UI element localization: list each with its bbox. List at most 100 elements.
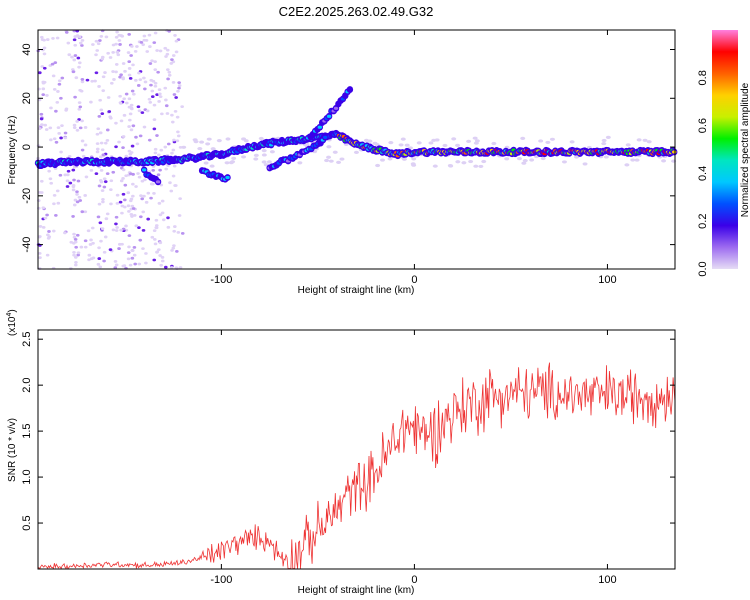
speckle [353,150,359,154]
speckle [79,89,84,93]
speckle [45,253,50,257]
speckle [136,84,141,87]
speckle [224,161,230,165]
speckle [73,255,78,259]
speckle [151,79,156,83]
colorbar-tick-label: 0.2 [697,214,709,229]
ridge-point [343,94,348,98]
speckle [72,235,77,239]
speckle [203,161,209,165]
speckle [120,211,124,215]
speckle [76,251,81,255]
speckle [52,137,57,141]
speckle [124,92,129,96]
spectrogram-ridges [34,86,678,186]
speckle [80,38,85,42]
speckle [74,76,79,80]
speckle [110,81,114,85]
speckle [41,87,46,91]
speckle [158,49,163,53]
speckle [126,257,131,261]
speckle [261,153,267,157]
speckle [624,163,630,167]
speckle [78,126,83,130]
speckle [150,89,155,93]
speckle [97,246,101,250]
snr-frame [37,329,676,570]
speckle [142,76,146,80]
speckle [103,141,108,145]
speckle [97,257,102,260]
speckle [129,172,133,176]
speckle [109,188,113,192]
speckle [39,117,44,121]
speckle [100,148,105,152]
speckle [119,34,124,37]
speckle [103,71,107,74]
speckle [172,93,177,96]
speckle [60,76,65,80]
speckle [131,207,136,210]
speckle [642,138,648,142]
speckle [146,217,150,221]
speckle [157,88,162,91]
spectrogram-y-label: Frequency (Hz) [7,116,18,185]
speckle [157,248,161,252]
speckle [164,104,169,108]
speckle [136,105,141,109]
speckle [197,146,203,151]
speckle [63,136,68,140]
speckle [153,31,158,35]
speckle [455,160,461,164]
speckle [65,179,70,183]
speckle [143,87,147,91]
speckle [59,150,63,154]
speckle [137,226,141,230]
ridge-point [317,125,323,129]
snr-series-line [37,362,676,570]
speckle [601,138,607,143]
speckle [129,128,134,132]
spectrogram-x-ticks: -100 0 100 [210,30,617,286]
speckle [52,229,56,233]
speckle [99,141,104,145]
speckle [129,151,134,154]
snr-panel: -100 0 100 0.5 1.0 1.5 2.0 2.5 Height of strai… [6,309,676,596]
speckle [367,139,373,143]
speckle [159,183,164,187]
speckle [127,33,131,36]
colorbar-gradient [712,30,738,269]
y-tick-label: 2.5 [21,332,33,347]
speckle [166,225,171,229]
speckle [81,154,86,158]
speckle [540,156,546,161]
speckle [193,140,199,144]
speckle [173,109,178,113]
speckle [171,81,176,84]
speckle [126,251,131,255]
speckle [102,185,107,189]
speckle [54,213,58,217]
speckle [153,84,158,88]
speckle [114,229,119,232]
speckle [521,161,527,165]
speckle [55,189,60,193]
speckle [258,136,264,141]
speckle [93,79,97,83]
speckle [160,112,164,116]
speckle [148,62,153,65]
speckle [63,231,67,235]
speckle [169,62,174,65]
speckle [206,137,212,141]
speckle [89,238,93,242]
speckle [98,221,103,225]
speckle [56,126,61,130]
speckle [66,173,70,177]
speckle [96,262,101,266]
speckle [114,35,119,39]
speckle [466,139,472,143]
speckle [57,82,62,86]
speckle [97,85,101,88]
speckle [140,197,145,201]
